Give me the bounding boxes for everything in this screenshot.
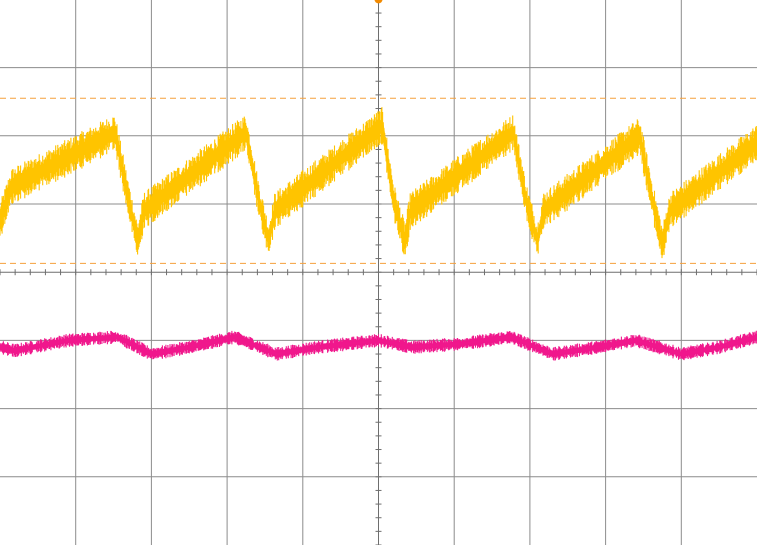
- cursor-lines: [0, 97, 757, 264]
- traces: [0, 107, 757, 361]
- markers: [374, 0, 383, 4]
- trigger-position-marker: [374, 0, 383, 4]
- trace-envelope: [0, 124, 757, 247]
- trace-envelope: [0, 335, 757, 356]
- trace-1: [0, 107, 757, 259]
- trace-2: [0, 330, 757, 361]
